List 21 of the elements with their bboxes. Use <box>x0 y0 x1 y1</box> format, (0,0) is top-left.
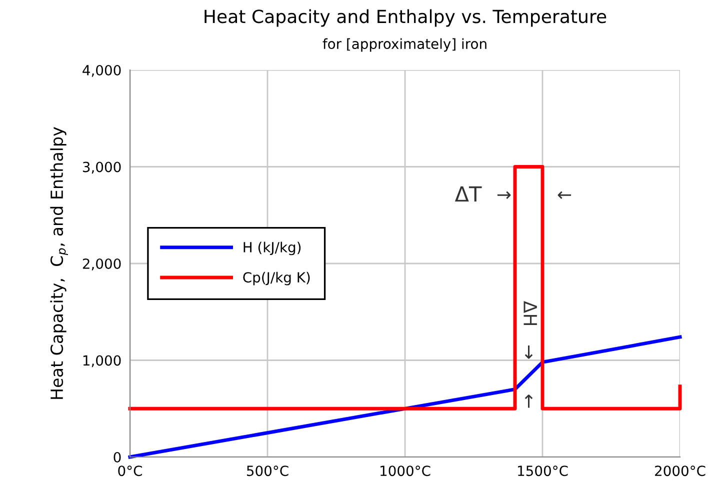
y-tick-label: 4,000 <box>82 64 121 77</box>
y-tick-label: 0 <box>114 452 121 462</box>
y-tick-label: 3,000 <box>82 162 121 174</box>
y-tick-label: 2,000 <box>82 258 121 270</box>
annotation: ↑ <box>524 394 533 408</box>
annotation: ← <box>558 191 572 199</box>
annotation: ↓ <box>524 345 533 359</box>
y-axis-title: Heat Capacity, C$_{p}$, and Enthalpy <box>50 127 68 399</box>
annotation: → <box>497 191 511 199</box>
x-tick-label: 0°C <box>118 466 142 476</box>
chart-subtitle: for [approximately] iron <box>322 38 486 52</box>
annotation: ΔH <box>524 300 537 325</box>
x-tick-label: 2000°C <box>655 466 706 476</box>
x-tick-label: 1000°C <box>380 466 430 476</box>
x-tick-label: 500°C <box>246 466 288 476</box>
y-tick-label: 1,000 <box>83 355 121 368</box>
chart-title: Heat Capacity and Enthalpy vs. Temperature <box>204 9 606 27</box>
legend-label: Cp(J/kg K) <box>243 272 310 286</box>
x-tick-label: 1500°C <box>518 466 568 476</box>
annotation: ΔT <box>454 186 482 202</box>
legend-label: H (kJ/kg) <box>244 242 301 256</box>
